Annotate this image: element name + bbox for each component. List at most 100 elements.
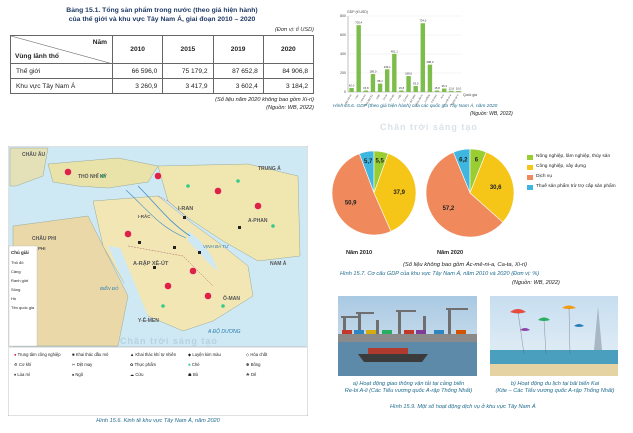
legend-item: Thuế sản phẩm trừ trợ cấp sản phẩm <box>527 184 627 190</box>
map-label-an-do-duong: A ĐỘ DƯƠNG <box>208 329 241 335</box>
map-label-tho-nhi-ky: THỔ NHĨ KỲ <box>78 174 107 180</box>
beach-photo-image <box>490 296 618 376</box>
economic-map: CHÂU ÂU THỔ NHĨ KỲ I-RAN I-RẮC CHÂU PHI … <box>8 146 308 424</box>
legend-entry: ✂ Dệt may <box>72 362 93 367</box>
bar <box>363 90 369 92</box>
pie-caption: Hình 15.7. Cơ cấu GDP của khu vực Tây Na… <box>340 271 540 277</box>
map-legend-title: Chú giải <box>11 250 29 255</box>
legend-swatch <box>527 154 533 160</box>
table-cell: 3 417,9 <box>162 78 214 94</box>
pie-2020: 6,2 6 30,6 57,2 <box>425 148 515 238</box>
bar-value-label: 724,0 <box>419 19 426 23</box>
table-header-row: Năm Vùng lãnh thổ 2010 2015 2019 2020 <box>10 35 315 64</box>
pie-slice <box>469 151 515 223</box>
legend-entry: ✽ Bông <box>246 362 261 367</box>
bar-value-label: 15,8 <box>363 86 369 90</box>
table-unit: (Đơn vị: tỉ USD) <box>274 27 314 33</box>
legend-entry: ☁ Cừu <box>130 372 144 377</box>
bar <box>420 23 426 92</box>
y-axis-label: GDP (tỉ USD) <box>347 10 368 14</box>
map-label-i-rac: I-RẮC <box>138 214 151 219</box>
map-label-phi: PHI <box>38 246 46 251</box>
bar-category-label: Li-băng <box>423 93 431 103</box>
bar-category-label: Thổ Nhĩ Kỳ <box>364 93 374 107</box>
map-label-nam-a: NAM Á <box>270 261 287 267</box>
bar-category-label: Cô-oét <box>388 93 395 102</box>
bar <box>406 76 411 92</box>
legend-entry: ◇ Hóa chất <box>246 352 268 357</box>
y-tick-label: 600 <box>340 33 346 37</box>
table-cell: 3 184,2 <box>262 78 315 94</box>
bar-value-label: 10,0 <box>456 87 462 91</box>
bar <box>456 91 461 92</box>
legend-entry: ◆ Luyện kim màu <box>188 352 221 357</box>
bar-value-label: 168,0 <box>405 72 412 76</box>
bar-category-label: Ca-ta <box>381 93 388 101</box>
bar-value-label: 239,1 <box>384 65 391 69</box>
pie-value-label: 30,6 <box>490 185 502 191</box>
pie-slice <box>331 153 392 236</box>
map-label-i-ran: I-RAN <box>178 206 194 212</box>
legend-entry: ☗ Bò <box>188 372 199 377</box>
legend-entry: ☘ Dê <box>246 372 257 377</box>
map-label-chau-au: CHÂU ÂU <box>22 152 46 158</box>
map-label-a-rap-xe-ut: A-RẬP XÊ-ÚT <box>133 261 169 267</box>
table-cell: 75 179,2 <box>162 63 214 79</box>
map-label-chau-phi: CHÂU PHI <box>32 236 57 242</box>
bar <box>413 86 418 92</box>
map-label-a-phan: A-PHAN <box>248 218 268 224</box>
legend-entry: ⚙ Cơ khí <box>14 362 32 367</box>
bar <box>377 83 383 92</box>
table-source: (Nguồn: WB, 2022) <box>266 105 314 111</box>
bar-value-label: 12,6 <box>449 86 455 90</box>
port-photo-image <box>338 296 477 376</box>
table-row: Khu vực Tây Nam Á 3 260,9 3 417,9 3 602,… <box>10 78 315 94</box>
row-region: Thế giới <box>10 63 113 79</box>
bar-category-label: Bờ biển <box>409 93 417 103</box>
legend-entry: ✿ Thực phẩm <box>130 362 157 367</box>
pie-2010: 5,7 5,5 37,9 50,9 <box>331 150 417 236</box>
gdp-table: Năm Vùng lãnh thổ 2010 2015 2019 2020 Th… <box>10 35 315 94</box>
map-canvas <box>8 146 308 416</box>
bar <box>356 25 361 92</box>
map-label-trung-a: TRUNG Á <box>258 166 281 172</box>
pie-slice <box>425 151 504 238</box>
legend-entry: ♣ Chè <box>188 362 200 367</box>
table-title: Bảng 15.1. Tổng sản phẩm trong nước (the… <box>66 7 258 23</box>
pie-canvas: 5,7 5,5 37,9 50,9 6,2 6 30,6 57,2 <box>331 148 515 238</box>
bar-category-label: A-rập Xê-út <box>342 93 352 107</box>
y-tick-label: 200 <box>340 71 346 75</box>
bar <box>399 90 404 92</box>
bar <box>392 53 397 92</box>
pie-value-label: 57,2 <box>443 206 455 212</box>
pie-value-label: 5,7 <box>364 159 373 165</box>
legend-entry: ● Trung tâm công nghiệp <box>14 352 61 357</box>
legend-entry: Ranh giới <box>11 278 29 283</box>
bar <box>427 64 433 92</box>
legend-entry: ♠ Ngô <box>72 372 84 377</box>
bar-value-label: 88,1 <box>377 79 383 83</box>
bar <box>349 88 354 92</box>
legend-entry: ▲ Khai thác khí tự nhiên <box>130 352 177 357</box>
y-tick-label: 0 <box>344 90 346 94</box>
table-note: (Số liệu năm 2020 không bao gồm Xi-ri) <box>215 97 314 103</box>
bar-category-label: Ác-mê-ni-a <box>442 93 452 106</box>
photo-a-caption: a) Hoạt động giao thông vận tải tại cảng… <box>344 381 473 394</box>
bar-value-label: 63,0 <box>413 82 419 86</box>
table-cell: 3 602,4 <box>212 78 264 94</box>
pie-2010-label: Năm 2010 <box>346 250 373 256</box>
pie-value-label: 6,2 <box>459 157 468 163</box>
map-label-bien-do: BIỂN ĐỎ <box>100 286 119 291</box>
diagonal-header-cell: Năm Vùng lãnh thổ <box>10 35 113 64</box>
x-axis-label: Quốc gia <box>463 93 477 97</box>
gdp-table-block: Bảng 15.1. Tổng sản phẩm trong nước (the… <box>10 6 315 112</box>
table-cell: 3 260,9 <box>111 78 164 94</box>
pie-source: (Nguồn: WB, 2022) <box>512 280 560 286</box>
pie-value-label: 5,5 <box>375 159 384 165</box>
map-caption: Hình 15.6. Kinh tế khu vực Tây Nam Á, nă… <box>96 418 220 424</box>
legend-item: Nông nghiệp, lâm nghiệp, thủy sản <box>527 154 627 160</box>
diagonal-line <box>11 36 109 63</box>
col-header: 2015 <box>162 35 214 64</box>
header-region-label: Vùng lãnh thổ <box>15 53 59 60</box>
port-photo <box>338 296 477 376</box>
